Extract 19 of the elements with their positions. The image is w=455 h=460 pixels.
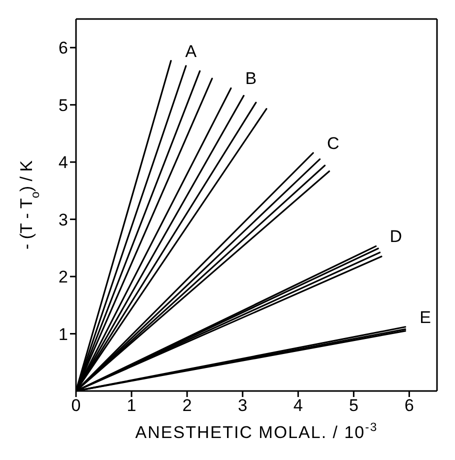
x-tick-label: 1 [126, 396, 136, 416]
y-tick-label: 5 [58, 96, 68, 115]
x-tick-label: 5 [348, 396, 358, 416]
y-tick-label: 6 [58, 38, 68, 58]
series-label: E [420, 308, 432, 327]
series-label: B [245, 69, 257, 88]
x-tick-label: 2 [182, 396, 192, 416]
series-label: C [327, 134, 340, 153]
y-tick-label: 1 [58, 324, 68, 344]
y-tick-label: 4 [58, 153, 68, 172]
x-axis-title: ANESTHETIC MOLAL. / 10$^{-3}$ [135, 420, 378, 442]
x-tick-label: 0 [71, 396, 81, 416]
series-label: A [185, 42, 198, 61]
x-tick-label: 6 [404, 396, 414, 416]
y-tick-label: 3 [58, 210, 68, 230]
series-label: D [390, 227, 402, 246]
x-tick-label: 3 [238, 396, 248, 416]
y-tick-label: 2 [58, 268, 68, 287]
x-tick-label: 4 [293, 396, 303, 416]
